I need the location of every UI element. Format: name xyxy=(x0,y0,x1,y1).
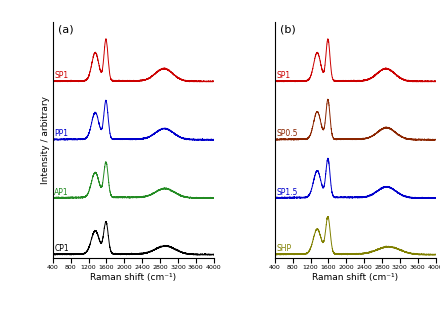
Text: (b): (b) xyxy=(279,24,295,34)
Y-axis label: Intensity / arbitrary: Intensity / arbitrary xyxy=(41,96,50,184)
Text: SP1: SP1 xyxy=(276,71,290,80)
X-axis label: Raman shift (cm⁻¹): Raman shift (cm⁻¹) xyxy=(312,273,398,282)
Text: SP0.5: SP0.5 xyxy=(276,129,297,138)
Text: SP1.5: SP1.5 xyxy=(276,188,297,197)
Text: AP1: AP1 xyxy=(54,188,69,197)
Text: SP1: SP1 xyxy=(54,71,68,80)
Text: (a): (a) xyxy=(58,24,73,34)
Text: PP1: PP1 xyxy=(54,129,68,138)
Text: SHP: SHP xyxy=(276,244,291,253)
Text: CP1: CP1 xyxy=(54,244,69,253)
X-axis label: Raman shift (cm⁻¹): Raman shift (cm⁻¹) xyxy=(90,273,176,282)
